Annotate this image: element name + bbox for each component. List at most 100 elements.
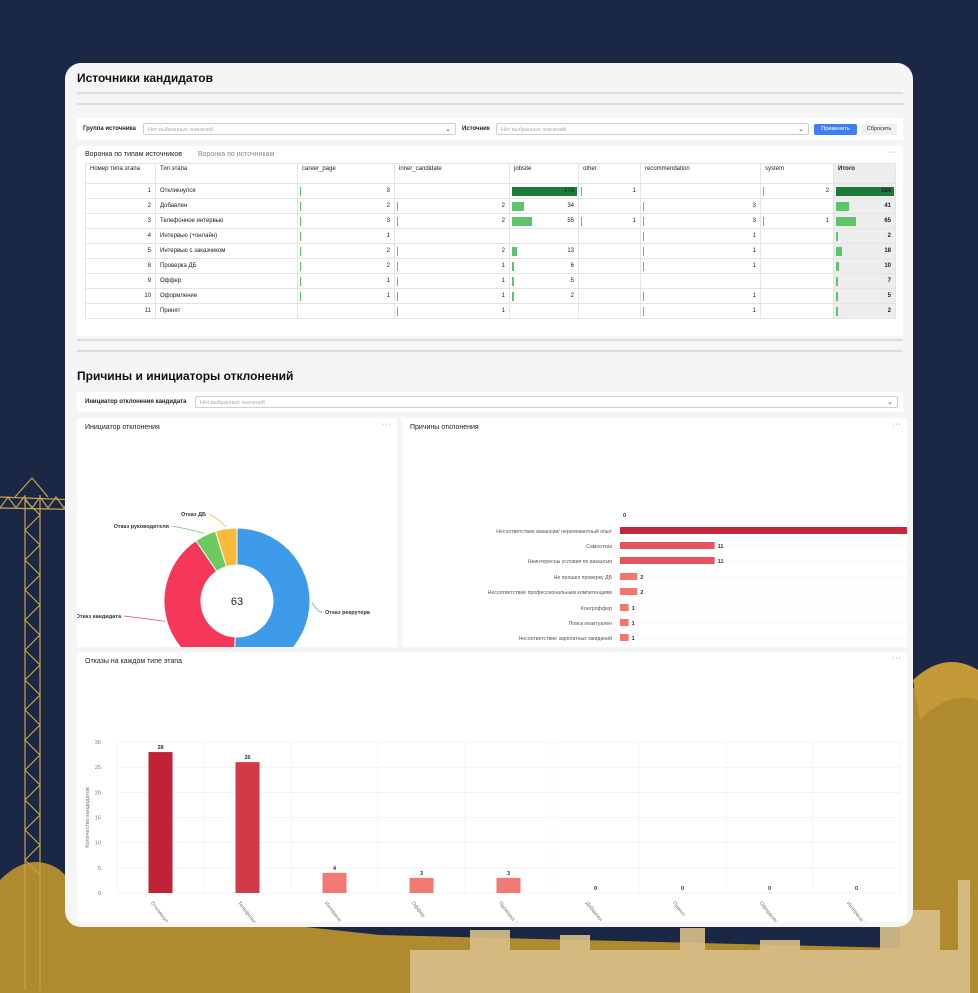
bar — [620, 573, 638, 580]
cell-bar — [397, 217, 398, 226]
cell-value: Принят — [160, 308, 181, 314]
table-cell: 11 — [85, 303, 156, 319]
cell-value: 1 — [386, 293, 390, 299]
table-cell: 2 — [509, 288, 579, 304]
divider — [77, 92, 903, 94]
bar-value-label: 1 — [632, 606, 635, 612]
table-cell: 2 — [297, 243, 395, 259]
source-group-select[interactable]: Нет выбранных значений ⌄ — [143, 123, 456, 135]
bar — [620, 557, 715, 564]
cell-bar — [397, 262, 398, 271]
table-cell: Интервью с заказчиком — [155, 243, 298, 259]
table-cell: 1 — [297, 273, 395, 289]
table-cell: 184 — [833, 183, 896, 199]
cell-value: 34 — [567, 203, 574, 209]
cell-bar — [512, 217, 533, 226]
cell-value: 3 — [752, 203, 756, 209]
more-icon[interactable]: ··· — [888, 149, 897, 156]
category-label: Самоотказ — [586, 544, 612, 550]
cell-bar — [581, 217, 582, 226]
initiator-filter-select[interactable]: Нет выбранных значений ⌄ — [195, 396, 898, 408]
table-cell: 1 — [394, 258, 510, 274]
stages-bar-chart: 30252015105028Откликнулся26Телефонное ин… — [85, 740, 901, 922]
reset-button[interactable]: Сбросить — [861, 124, 897, 135]
donut-slice — [214, 527, 238, 568]
bar-value-label: 0 — [768, 886, 771, 892]
funnel-table: Номер типа этапа Тип этапа career_page inne… — [85, 163, 896, 319]
table-cell: Принят — [155, 303, 298, 319]
reasons-chart-title: Причины отклонения — [410, 424, 479, 431]
tab-funnel-by-source-type[interactable]: Воронка по типам источников — [85, 151, 182, 158]
more-icon[interactable]: ··· — [892, 421, 901, 428]
cell-bar — [836, 202, 849, 211]
bar-value-label: 0 — [855, 886, 858, 892]
cell-value: 1 — [632, 218, 636, 224]
source-placeholder: Нет выбранных значений — [501, 127, 566, 133]
source-select[interactable]: Нет выбранных значений ⌄ — [496, 123, 809, 135]
apply-button[interactable]: Применить — [814, 124, 857, 135]
column-header: Номер типа этапа — [85, 163, 156, 184]
cell-value: 1 — [752, 248, 756, 254]
divider — [77, 350, 903, 352]
cell-value: 1 — [825, 218, 829, 224]
cell-bar — [397, 292, 398, 301]
bar — [620, 527, 907, 534]
bar — [620, 588, 638, 595]
bar — [322, 872, 347, 893]
cell-bar — [643, 247, 644, 256]
table-cell — [297, 303, 395, 319]
cell-value: Оформление — [160, 293, 198, 299]
slice-label: Отказ рекрутера — [325, 610, 371, 616]
column-header: Итого — [833, 163, 896, 184]
cell-bar — [300, 202, 301, 211]
table-cell: 13 — [509, 243, 579, 259]
cell-value: 9 — [147, 278, 151, 284]
category-label: Не прошел проверку ДБ — [554, 575, 613, 581]
cell-value: 5 — [147, 248, 151, 254]
table-cell: 9 — [85, 273, 156, 289]
table-cell: 41 — [833, 198, 896, 214]
table-cell: 5 — [85, 243, 156, 259]
table-cell — [578, 288, 641, 304]
table-cell — [640, 183, 761, 199]
more-icon[interactable]: ··· — [892, 655, 901, 662]
cell-value: Телефонное интервью — [160, 218, 224, 224]
cell-bar — [581, 187, 582, 196]
table-cell: 3 — [640, 198, 761, 214]
cell-value: 1 — [752, 293, 756, 299]
cell-value: 1 — [501, 293, 505, 299]
cell-bar — [300, 187, 301, 196]
table-cell: 10 — [85, 288, 156, 304]
cell-value: 2 — [501, 203, 505, 209]
cell-bar — [763, 187, 764, 196]
cell-bar — [397, 307, 398, 316]
slice-leader-line — [123, 615, 165, 622]
category-label: Откликнулся — [149, 901, 173, 922]
y-tick-label: 20 — [95, 790, 101, 796]
cell-bar — [836, 232, 838, 241]
table-cell: 2 — [833, 303, 896, 319]
y-tick-label: 15 — [95, 816, 101, 822]
table-cell: 1 — [640, 243, 761, 259]
tab-funnel-by-source[interactable]: Воронка по источникам — [197, 151, 275, 158]
y-tick-label: 30 — [95, 740, 101, 746]
cell-value: 8 — [147, 263, 151, 269]
table-row: 2 Добавлен 2 2 34 3 41 — [85, 198, 896, 214]
table-cell: 2 — [394, 243, 510, 259]
category-label: Добавлен — [584, 901, 603, 922]
table-row: 8 Проверка ДБ 2 1 6 1 10 — [85, 258, 896, 274]
cell-value: Проверка ДБ — [160, 263, 197, 269]
cell-value: Интервью (+онлайн) — [160, 233, 218, 239]
cell-value: 5 — [570, 278, 574, 284]
table-cell: 1 — [640, 228, 761, 244]
cell-value: 2 — [570, 293, 574, 299]
bar-value-label: 3 — [507, 871, 510, 877]
more-icon[interactable]: ··· — [382, 421, 391, 428]
y-axis-label: Количество кандидатов — [85, 787, 91, 848]
table-cell: 1 — [578, 213, 641, 229]
funnel-tabs: Воронка по типам источников Воронка по и… — [85, 151, 288, 158]
chevron-down-icon: ⌄ — [798, 126, 804, 133]
column-header: Тип этапа — [155, 163, 298, 184]
cell-value: 3 — [386, 218, 390, 224]
table-cell: 2 — [760, 183, 834, 199]
